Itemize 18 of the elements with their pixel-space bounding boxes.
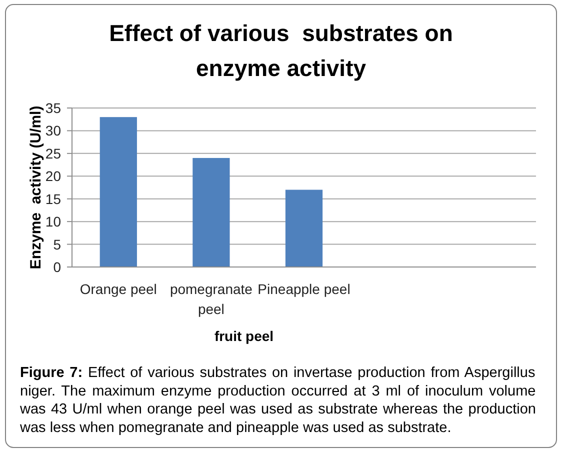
bar [192,158,230,267]
y-tick-label: 30 [45,122,62,139]
bar [285,190,323,267]
y-tick-label: 35 [45,100,62,116]
y-axis-title: Enzyme activity (U/ml) [28,106,44,270]
x-tick-label: pomegranate peel [170,281,253,317]
caption: Figure 7: Effect of various substrates on invertase production from Aspergillus niger. The maximum enzyme production occurred at 3 ml of inoculum volume was 43 U/ml when orange peel was used as substrate whereas the production was less when pomegranate and pineapple was used as substrate. [19,365,536,436]
y-tick-label: 25 [45,145,62,162]
x-tick-label: Orange peel [80,281,157,297]
y-tick-label: 20 [45,168,62,184]
x-axis-title: fruit peel [214,328,274,344]
y-tick-label: 5 [53,236,62,252]
y-tick-label: 15 [45,190,62,207]
y-tick-label: 10 [45,214,62,230]
bar [100,117,137,267]
x-tick-label: Pineapple peel [258,281,350,297]
y-tick-label: 0 [53,259,62,275]
chart-title: Effect of various substrates on enzyme activity [109,20,453,81]
